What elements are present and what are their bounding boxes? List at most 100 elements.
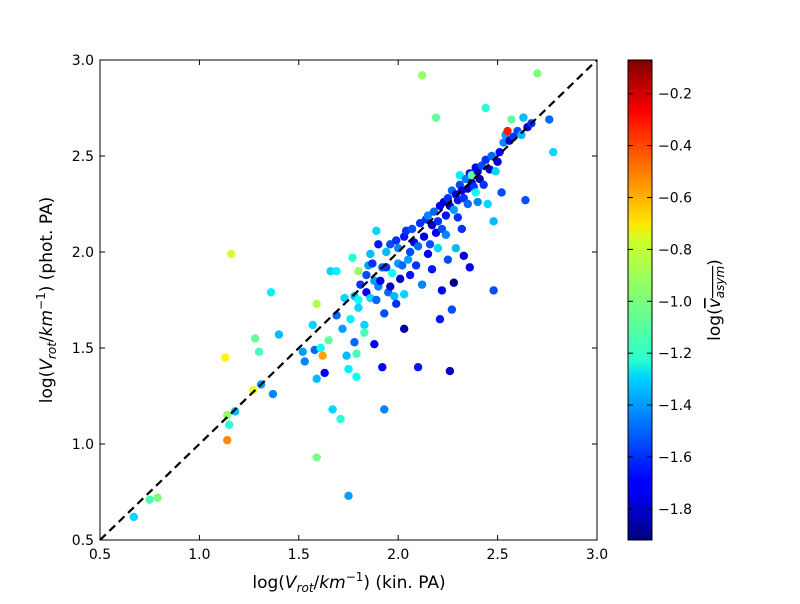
scatter-point [225,420,234,429]
colorbar-label: log(vasym) [705,259,727,341]
scatter-point [399,290,409,299]
scatter-point [463,199,472,209]
scatter-point [266,288,276,297]
scatter-point [411,261,421,270]
scatter-point [447,305,457,314]
scatter-point [497,188,506,197]
scatter-point [441,230,451,239]
colorbar-tick-label: −1.4 [658,398,692,414]
scatter-point [354,303,363,312]
colorbar-ticks: −0.2 −0.4 −0.6 −0.8 −1.0 −1.2 −1.4 −1.6 −1.8 [628,87,692,518]
scatter-point [324,336,333,345]
scatter-point [431,113,441,122]
scatter-point [386,240,395,249]
scatter-point [390,291,399,301]
scatter-point [354,295,363,305]
scatter-point [407,224,417,234]
scatter-point [392,299,401,309]
scatter-point [427,220,437,230]
scatter-point [549,147,558,157]
scatter-point [517,130,526,140]
scatter-point [328,405,337,414]
scatter-point [399,324,409,333]
colorbar-tick-label: −0.2 [658,87,692,103]
y-tick-label: 2.5 [72,149,94,165]
scatter-point [332,267,341,276]
scatter-point [318,351,327,360]
scatter-point [380,309,389,318]
y-tick-label: 2.0 [72,245,94,261]
scatter-point [495,147,504,157]
y-tick-label: 1.0 [72,437,94,453]
scatter-point [533,69,542,78]
scatter-point [459,251,469,261]
scatter-point [545,115,554,124]
scatter-points [129,69,558,522]
scatter-point [419,232,429,241]
scatter-point [342,351,351,360]
scatter-point [221,353,230,362]
scatter-point [487,151,496,161]
scatter-point [413,363,423,372]
scatter-point [380,405,389,414]
scatter-point [405,270,415,280]
scatter-point [465,263,474,272]
scatter-point [336,414,345,424]
scatter-point [491,167,500,176]
scatter-point [489,286,498,295]
scatter-point [489,217,498,226]
scatter-point [449,205,459,214]
scatter-point [443,255,453,264]
colorbar-tick-label: −0.8 [658,242,692,258]
scatter-point [308,320,317,330]
scatter-point [340,293,349,303]
scatter-point [413,242,423,251]
scatter-point [326,267,335,276]
scatter-point [344,364,353,374]
scatter-point [403,255,413,264]
x-tick-label: 2.5 [486,547,508,563]
colorbar-tick-label: −1.8 [658,502,692,518]
x-tick-label: 1.0 [188,547,210,563]
scatter-point [521,195,530,205]
y-axis-label: log(Vrot/km−1) (phot. PA) [34,197,59,404]
scatter-point [388,268,397,278]
scatter-point [368,259,377,268]
scatter-point [449,278,459,287]
scatter-point [405,247,415,257]
colorbar-tick-label: −0.4 [658,139,692,155]
scatter-point [268,389,278,399]
scatter-point [457,224,467,234]
x-tick-label: 3.0 [586,547,608,563]
scatter-point [312,374,321,383]
plot-frame [99,59,598,541]
scatter-point [467,171,476,180]
scatter-point [312,299,321,309]
scatter-point [350,338,359,347]
colorbar-tick-label: −0.6 [658,191,692,207]
colorbar-tick-label: −1.6 [658,450,692,466]
scatter-point [423,249,433,259]
y-axis-ticks: 0.5 1.0 1.5 2.0 2.5 3.0 [72,53,597,549]
scatter-point [429,207,439,216]
colorbar [627,59,653,541]
scatter-point [374,240,383,249]
scatter-point [312,453,321,462]
y-tick-label: 1.5 [72,341,94,357]
scatter-point [431,228,441,237]
scatter-point [445,366,455,376]
scatter-point [437,286,447,295]
scatter-point [254,347,264,357]
scatter-point [360,328,369,337]
scatter-point [129,512,138,522]
x-axis-ticks: 0.5 1.0 1.5 2.0 2.5 3.0 [89,60,608,563]
scatter-point [145,495,154,504]
colorbar-tick-label: −1.2 [658,346,692,362]
scatter-point [481,155,490,165]
scatter-point [382,247,391,257]
colorbar-tick-label: −1.0 [658,294,692,310]
scatter-point [519,113,528,122]
scatter-point [348,253,357,262]
scatter-point [316,343,325,353]
